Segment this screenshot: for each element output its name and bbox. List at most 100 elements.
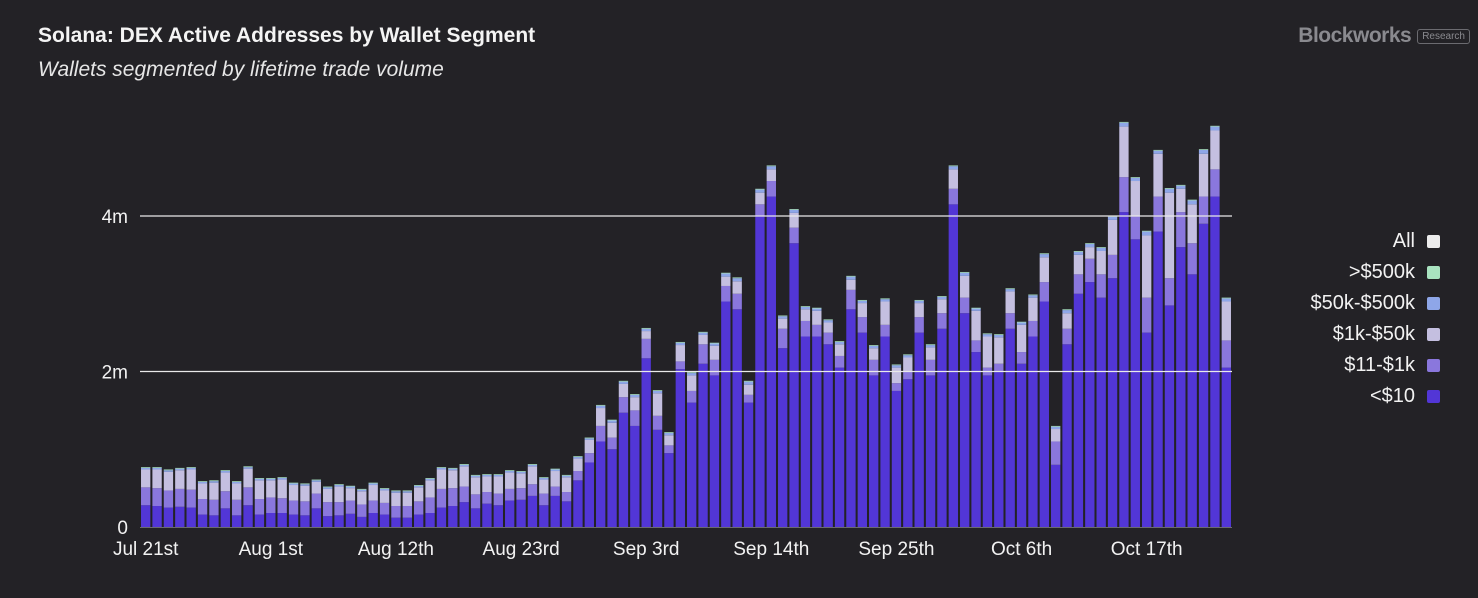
bar-segment — [732, 293, 742, 310]
bar-segment — [300, 485, 310, 502]
bar-segment — [1073, 251, 1084, 255]
bar-segment — [448, 470, 458, 489]
bar-segment — [232, 499, 242, 516]
bar-segment — [994, 334, 1004, 335]
legend-item[interactable]: All — [1310, 226, 1440, 257]
bar-segment — [288, 514, 299, 527]
bar-segment — [743, 394, 754, 403]
bar-segment — [891, 367, 902, 384]
bar-segment — [323, 487, 333, 489]
legend-item[interactable]: >$500k — [1310, 257, 1440, 288]
bar-segment — [698, 363, 708, 527]
bar-segment — [732, 281, 742, 294]
bar-segment — [175, 468, 185, 471]
bar-segment — [391, 490, 401, 492]
bar-segment — [869, 359, 879, 376]
bar-segment — [857, 299, 867, 301]
bar-segment — [482, 492, 492, 504]
bar-segment — [209, 499, 219, 516]
bar-segment — [687, 372, 697, 374]
bar-segment — [414, 514, 424, 527]
bar-segment — [857, 303, 867, 318]
bar-segment — [1051, 429, 1061, 442]
legend-item[interactable]: <$10 — [1310, 381, 1440, 412]
bar-segment — [800, 309, 811, 321]
bar-segment — [379, 488, 390, 489]
bar-segment — [596, 404, 606, 406]
bar-segment — [1085, 247, 1095, 259]
bar-segment — [925, 347, 936, 360]
bar-segment — [1005, 313, 1015, 329]
bar-segment — [789, 209, 799, 210]
legend-item[interactable]: $1k-$50k — [1310, 319, 1440, 350]
bar-segment — [755, 189, 765, 193]
bar-segment — [607, 449, 617, 527]
bar-segment — [1142, 235, 1152, 298]
bar-segment — [482, 474, 492, 477]
bar-segment — [254, 499, 265, 515]
bar-segment — [584, 438, 594, 440]
bar-segment — [243, 487, 253, 506]
legend-swatch — [1427, 297, 1440, 310]
bar-segment — [994, 371, 1004, 527]
bar-segment — [1016, 324, 1027, 353]
bar-segment — [379, 488, 390, 491]
legend-label: $50k-$500k — [1310, 292, 1415, 314]
bar-segment — [880, 336, 890, 527]
bar-segment — [300, 484, 310, 486]
bar-segment — [925, 359, 936, 376]
bar-segment — [1130, 216, 1140, 240]
bar-segment — [539, 493, 549, 506]
bar-segment — [948, 204, 958, 527]
bar-segment — [357, 488, 367, 490]
bar-segment — [1039, 257, 1049, 283]
bar-segment — [368, 485, 378, 501]
bar-segment — [1005, 328, 1015, 527]
bar-segment — [766, 165, 776, 167]
bar-segment — [709, 342, 720, 344]
legend-swatch — [1427, 266, 1440, 279]
bar-segment — [630, 425, 640, 527]
bar-segment — [425, 497, 435, 513]
bar-segment — [607, 437, 617, 450]
chart-legend: All >$500k $50k-$500k $1k-$50k $11-$1k <$10 — [1310, 226, 1440, 412]
bar-segment — [448, 468, 458, 471]
bar-segment — [846, 275, 856, 277]
bar-segment — [368, 483, 378, 486]
bar-segment — [266, 478, 276, 481]
bar-segment — [937, 296, 947, 297]
legend-item[interactable]: $11-$1k — [1310, 350, 1440, 381]
bar-segment — [925, 375, 936, 527]
bar-segment — [277, 478, 287, 480]
bar-segment — [197, 481, 208, 482]
bar-segment — [652, 429, 663, 527]
bar-segment — [573, 457, 583, 459]
bar-segment — [220, 508, 230, 527]
bar-segment — [812, 308, 822, 311]
bar-segment — [163, 507, 174, 527]
bar-segment — [1176, 247, 1186, 527]
bar-segment — [1187, 204, 1197, 244]
bar-segment — [152, 488, 162, 507]
bar-segment — [1073, 293, 1084, 527]
bar-segment — [1005, 291, 1015, 314]
bar-segment — [197, 481, 208, 484]
bar-segment — [1142, 332, 1152, 528]
legend-item[interactable]: $50k-$500k — [1310, 288, 1440, 319]
bar-segment — [1164, 188, 1175, 189]
bar-segment — [971, 352, 981, 527]
bar-segment — [982, 333, 993, 335]
bar-segment — [243, 505, 253, 527]
bar-segment — [584, 437, 594, 439]
bar-segment — [311, 479, 321, 481]
bar-segment — [220, 471, 230, 473]
bar-segment — [891, 390, 902, 527]
bar-segment — [630, 394, 640, 395]
bar-segment — [391, 492, 401, 507]
bar-segment — [1119, 126, 1129, 178]
bar-segment — [652, 393, 663, 416]
bar-segment — [436, 467, 447, 468]
bar-segment — [1210, 126, 1220, 131]
bar-segment — [937, 299, 947, 314]
bar-segment — [141, 505, 151, 527]
